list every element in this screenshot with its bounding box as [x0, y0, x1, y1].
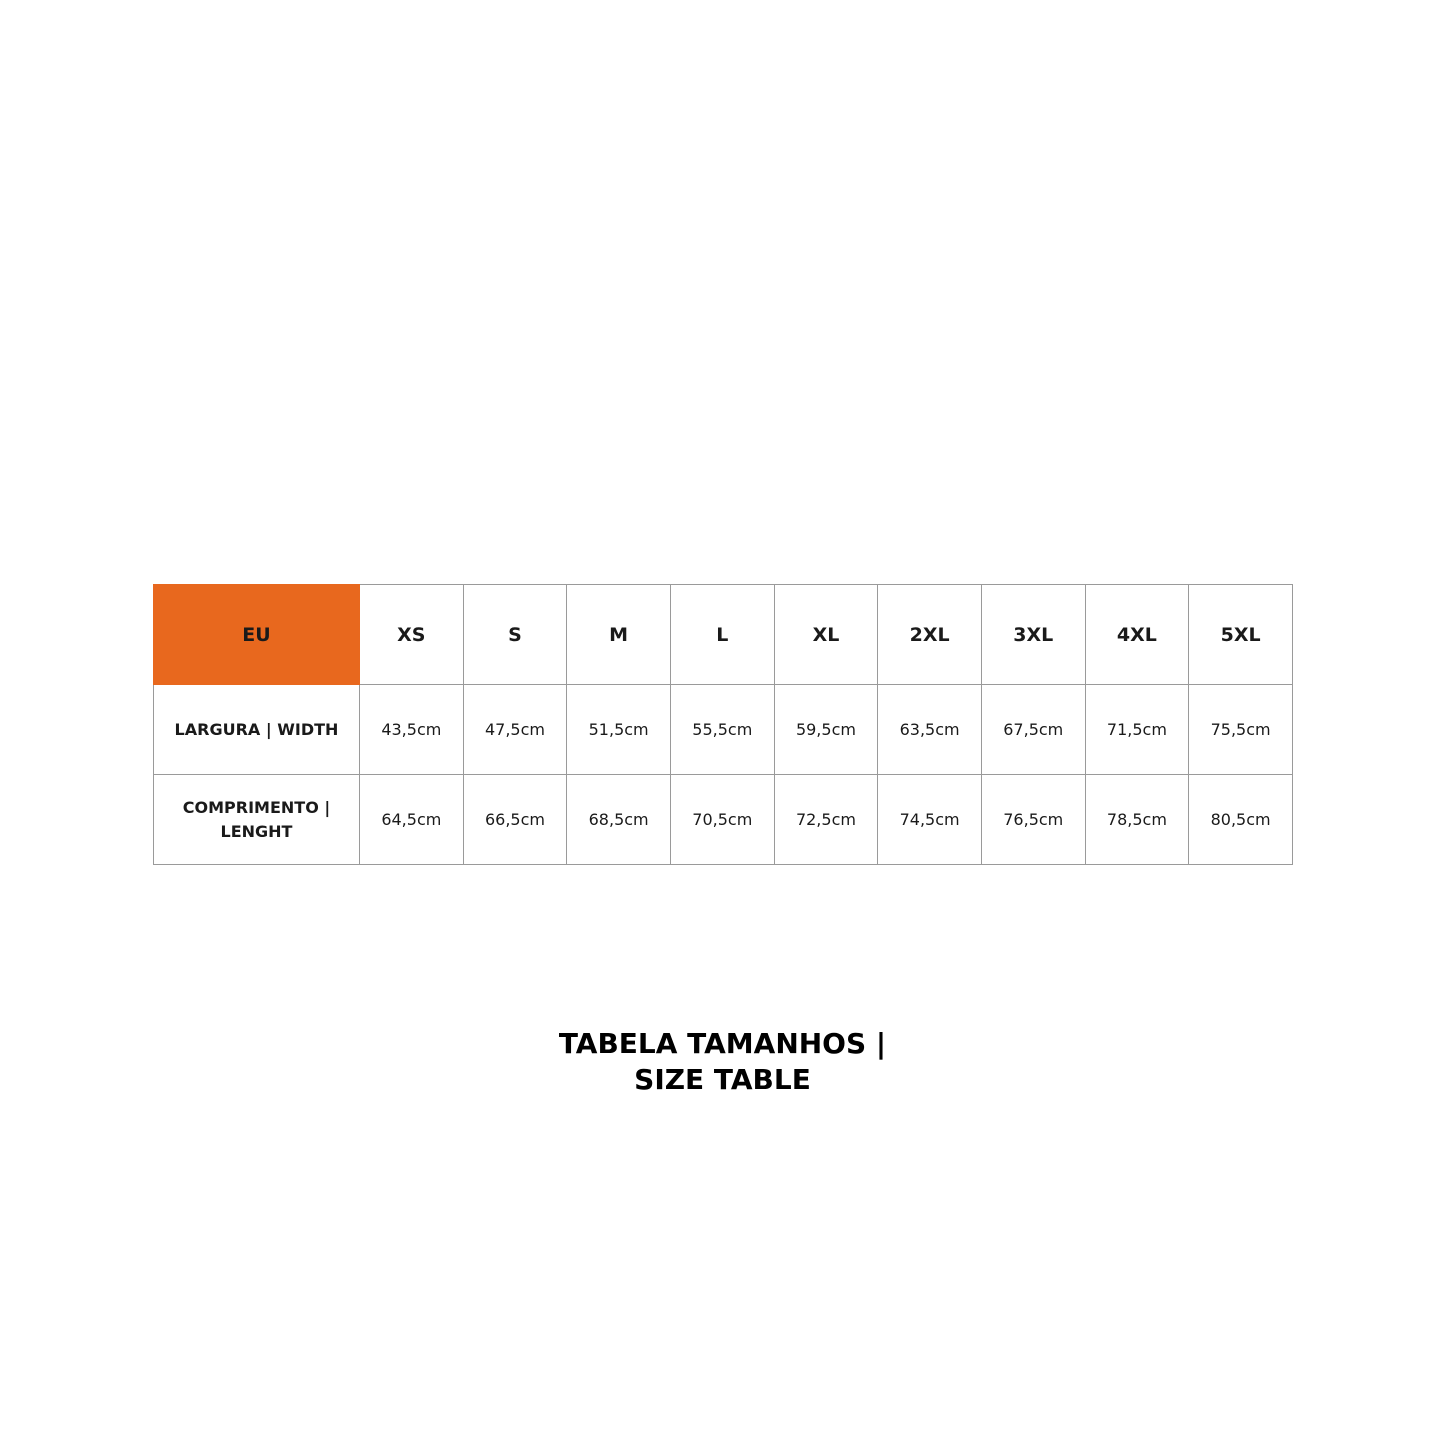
size-header: M	[566, 584, 671, 685]
size-header: 2XL	[877, 584, 982, 685]
size-header: XS	[359, 584, 464, 685]
measurement-cell: 80,5cm	[1188, 774, 1293, 865]
measurement-cell: 64,5cm	[359, 774, 464, 865]
size-header: XL	[773, 584, 879, 685]
size-header: S	[462, 584, 568, 685]
region-label: EU	[153, 584, 360, 685]
measurement-cell: 74,5cm	[877, 774, 982, 865]
row-label: COMPRIMENTO | LENGHT	[153, 774, 360, 865]
measurement-cell: 70,5cm	[669, 774, 775, 865]
measurement-cell: 59,5cm	[773, 684, 879, 775]
measurement-cell: 67,5cm	[980, 684, 1086, 775]
measurement-cell: 63,5cm	[877, 684, 982, 775]
table-row: COMPRIMENTO | LENGHT 64,5cm 66,5cm 68,5cm 70…	[153, 774, 1293, 865]
title-line-2: SIZE TABLE	[634, 1063, 811, 1096]
measurement-cell: 43,5cm	[359, 684, 464, 775]
measurement-cell: 55,5cm	[669, 684, 775, 775]
measurement-cell: 68,5cm	[566, 774, 671, 865]
measurement-cell: 78,5cm	[1084, 774, 1190, 865]
measurement-cell: 76,5cm	[980, 774, 1086, 865]
measurement-cell: 51,5cm	[566, 684, 671, 775]
size-header: L	[669, 584, 775, 685]
measurement-cell: 71,5cm	[1084, 684, 1190, 775]
table-row: LARGURA | WIDTH 43,5cm 47,5cm 51,5cm 55,5cm 5…	[153, 684, 1293, 775]
header-row: EU XS S M L XL 2XL 3XL 4XL 5XL	[153, 584, 1293, 685]
size-table: EU XS S M L XL 2XL 3XL 4XL 5XL LARGURA | WIDTH 43,5…	[153, 584, 1293, 865]
measurement-cell: 75,5cm	[1188, 684, 1293, 775]
measurement-cell: 72,5cm	[773, 774, 879, 865]
size-header: 4XL	[1084, 584, 1190, 685]
measurement-cell: 66,5cm	[462, 774, 568, 865]
title-line-1: TABELA TAMANHOS |	[558, 1027, 887, 1060]
measurement-cell: 47,5cm	[462, 684, 568, 775]
size-header: 3XL	[980, 584, 1086, 685]
page-title: TABELA TAMANHOS | SIZE TABLE	[0, 1026, 1445, 1098]
size-header: 5XL	[1188, 584, 1293, 685]
row-label: LARGURA | WIDTH	[153, 684, 360, 775]
